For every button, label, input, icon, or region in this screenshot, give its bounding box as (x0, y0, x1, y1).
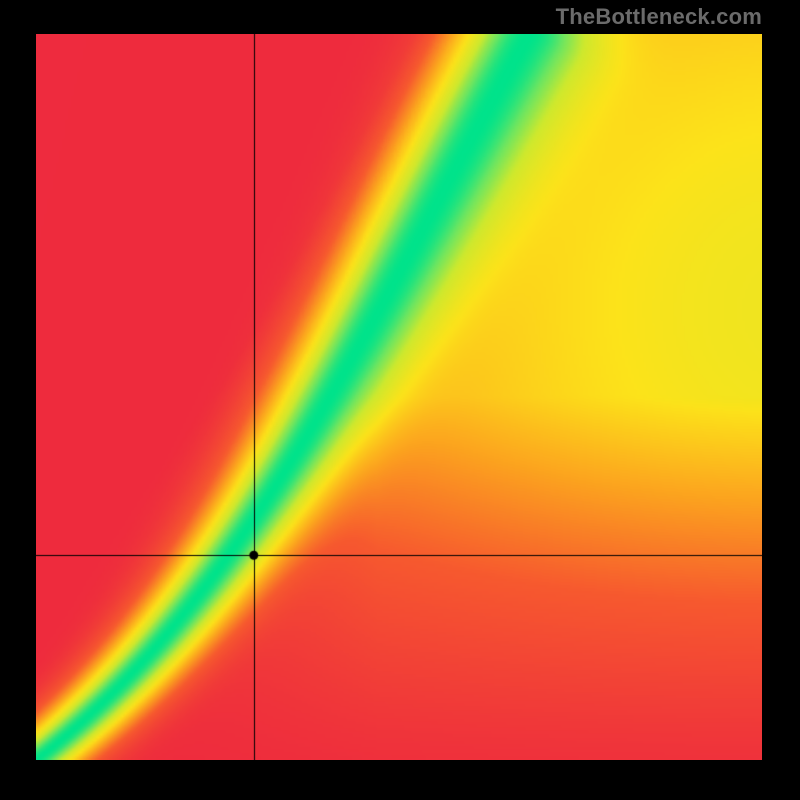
heatmap-canvas (36, 34, 762, 760)
plot-frame (36, 34, 762, 760)
chart-container: TheBottleneck.com (0, 0, 800, 800)
watermark-text: TheBottleneck.com (556, 4, 762, 30)
